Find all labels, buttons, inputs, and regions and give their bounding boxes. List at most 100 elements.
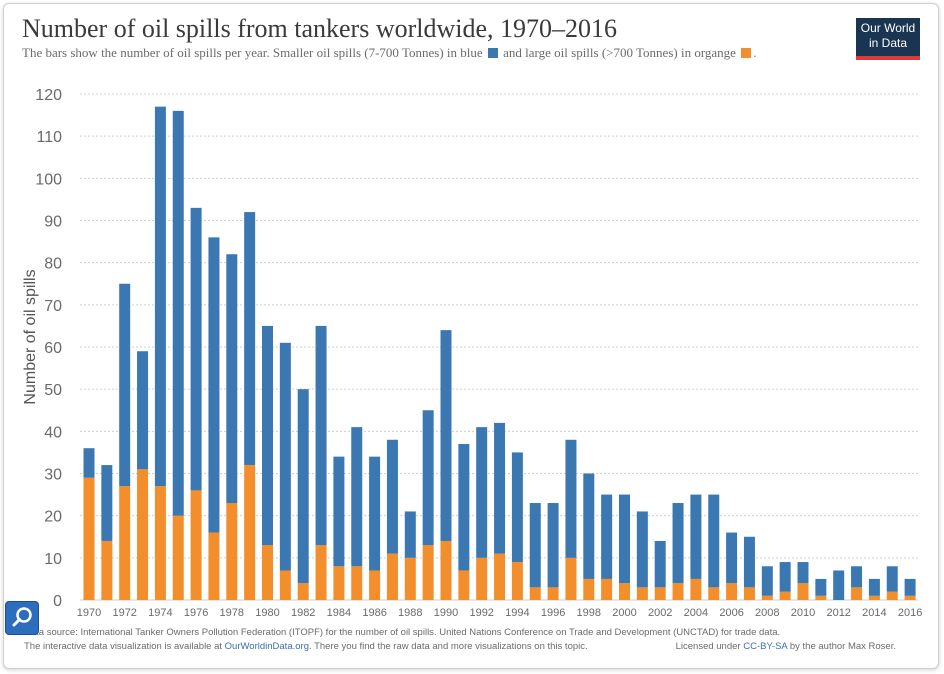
bar-large-1976 [190,490,202,600]
y-tick-label: 90 [44,214,62,231]
owid-link[interactable]: OurWorldinData.org [224,641,309,652]
x-tick-label: 2002 [648,607,672,619]
magnifier-icon [12,607,32,627]
x-tick-label: 2016 [898,607,922,619]
bar-small-2009 [779,562,791,592]
x-tick-label: 1984 [327,607,351,619]
bar-small-1974 [154,106,166,487]
bar-small-1987 [386,439,398,554]
x-tick-label: 2010 [791,607,815,619]
bar-large-1987 [386,553,398,600]
bar-large-2008 [761,595,773,600]
footer-text-a: The interactive data visualization is av… [24,641,225,652]
x-tick-label: 1986 [362,607,386,619]
y-tick-label: 50 [44,382,62,399]
x-tick-label: 1980 [255,607,279,619]
y-tick-label: 110 [36,129,62,146]
license: Licensed under CC-BY-SA by the author Ma… [676,641,896,652]
bar-small-1991 [458,443,470,571]
footer-source: Data source: International Tanker Owners… [24,627,781,638]
bar-large-2000 [619,583,630,600]
footer-links: The interactive data visualization is av… [24,641,920,652]
bar-large-2016 [904,595,916,600]
our-world-in-data-logo[interactable]: Our World in Data [856,18,920,60]
bar-small-2002 [654,540,666,588]
bar-large-1984 [333,566,345,600]
bar-small-2004 [690,494,702,579]
bar-small-1993 [494,422,506,554]
bar-large-1991 [458,570,470,600]
x-tick-label: 1992 [469,607,493,619]
x-tick-label: 1976 [184,607,208,619]
bar-large-1971 [101,540,113,600]
footer-text-b: . There you find the raw data and more v… [308,641,588,652]
y-tick-label: 30 [44,467,62,484]
bar-small-2001 [636,511,648,588]
bar-large-1990 [440,540,452,600]
bar-large-2006 [726,583,738,600]
subtitle-text-3: . [753,45,757,60]
chart-subtitle: The bars show the number of oil spills p… [22,45,756,61]
bar-small-1983 [315,325,327,546]
x-tick-label: 1998 [577,607,601,619]
bar-small-1985 [351,427,363,567]
bar-large-2013 [851,587,863,600]
bar-small-2005 [708,494,720,588]
bar-small-1999 [601,494,613,579]
bar-large-1999 [601,578,613,600]
bar-large-1985 [351,566,363,600]
bar-small-1970 [83,448,95,478]
bar-small-2007 [743,536,755,588]
bar-small-1972 [119,283,131,487]
bar-large-2014 [868,595,880,600]
bar-large-1979 [244,465,256,600]
y-tick-label: 120 [35,87,62,104]
y-tick-label: 10 [44,551,62,568]
bar-small-1982 [297,389,309,584]
y-tick-label: 40 [44,424,62,441]
y-tick-label: 20 [44,509,62,526]
bar-small-1979 [244,212,256,466]
x-tick-label: 1982 [291,607,315,619]
bar-large-1996 [547,587,559,600]
x-tick-label: 1990 [434,607,458,619]
bar-large-1972 [119,486,131,600]
y-tick-label: 0 [53,593,62,610]
bar-small-1976 [190,207,202,491]
bar-small-1978 [226,254,238,504]
bar-small-2010 [797,562,809,584]
bar-large-1974 [154,486,166,600]
x-tick-label: 2008 [755,607,779,619]
bar-small-2014 [868,578,880,596]
bar-small-2012 [833,570,845,600]
bar-small-1992 [476,427,488,558]
bar-large-2003 [672,583,684,600]
bar-small-1981 [279,342,291,571]
x-tick-label: 2000 [612,607,636,619]
bar-small-1977 [208,237,220,533]
bar-large-1994 [511,562,523,600]
bar-large-2001 [636,587,648,600]
y-axis-label: Number of oil spills [22,269,39,404]
bar-small-1971 [101,465,113,541]
logo-line-2: in Data [868,36,908,50]
bar-large-1977 [208,532,220,600]
x-tick-label: 2004 [684,607,708,619]
zoom-button[interactable] [5,601,39,635]
bar-large-1980 [262,545,273,600]
x-tick-label: 1994 [505,607,529,619]
y-tick-label: 60 [44,340,62,357]
bar-small-1986 [369,456,381,571]
license-link[interactable]: CC-BY-SA [743,641,788,652]
bar-large-1983 [315,545,327,600]
bar-small-1973 [137,351,149,470]
bar-large-2002 [654,587,666,600]
bar-large-1998 [583,578,595,600]
x-tick-label: 1970 [77,607,101,619]
x-tick-label: 1978 [220,607,244,619]
bar-large-1988 [404,557,416,600]
bar-large-2004 [690,578,702,600]
legend-swatch-small [487,48,498,58]
bar-small-1980 [262,325,273,546]
bar-small-2006 [726,532,738,584]
